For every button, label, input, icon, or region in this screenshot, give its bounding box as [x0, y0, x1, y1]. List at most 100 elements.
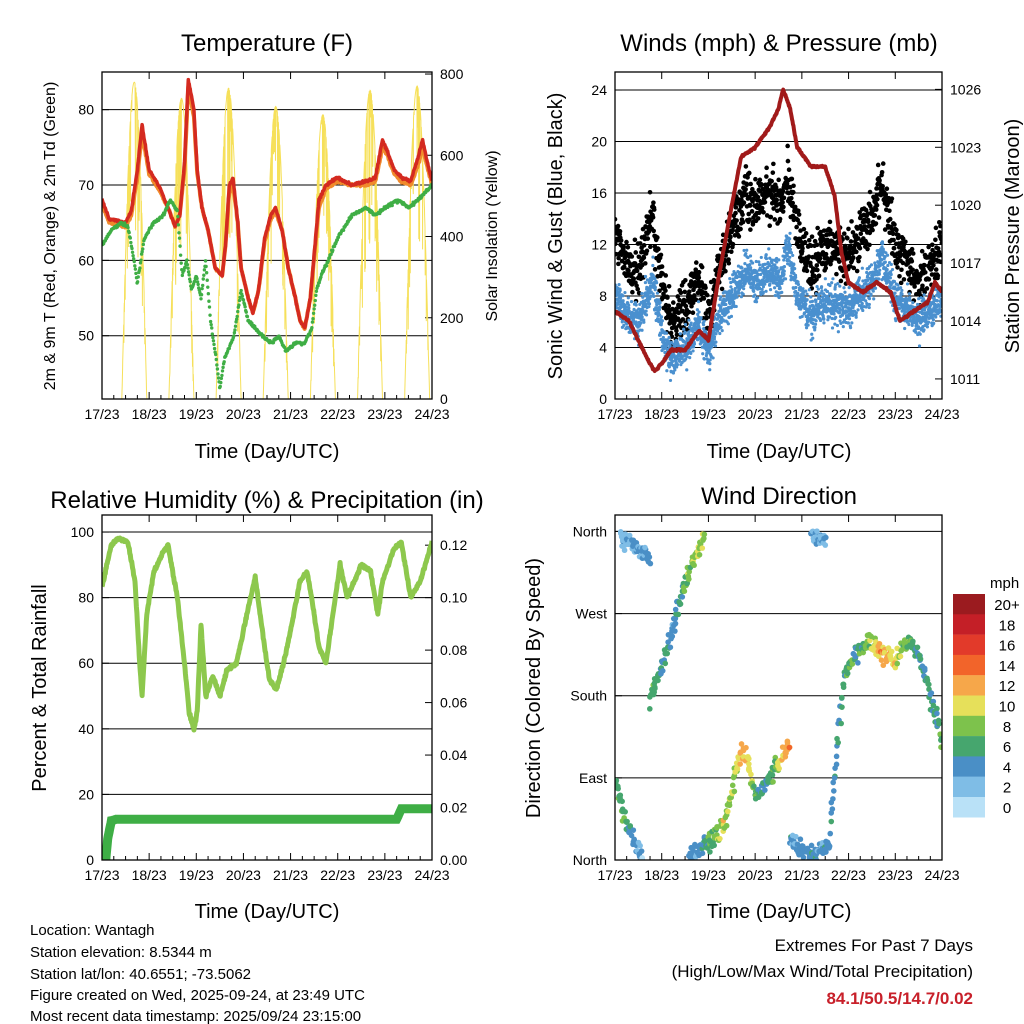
wind-speed-point: [658, 305, 662, 309]
wind-speed-point: [754, 259, 758, 264]
gust-point: [890, 231, 896, 237]
dewpoint-point: [205, 278, 209, 282]
direction-point: [880, 662, 887, 669]
gust-point: [641, 243, 647, 248]
gust-point: [938, 259, 942, 265]
gust-point: [674, 332, 680, 338]
wind-speed-point: [814, 292, 818, 296]
wind-speed-point: [867, 302, 871, 307]
wind-speed-point: [651, 263, 655, 268]
gust-point: [815, 267, 820, 273]
wind-speed-point: [668, 344, 672, 348]
gust-point: [646, 229, 652, 234]
wind-speed-point: [794, 285, 798, 290]
wind-speed-point: [857, 276, 862, 280]
wind-speed-point: [881, 247, 885, 251]
wind-speed-point: [810, 332, 814, 336]
wind-speed-point: [762, 275, 766, 280]
wind-speed-point: [675, 362, 680, 367]
gust-point: [726, 260, 732, 266]
wind-speed-point: [932, 321, 936, 325]
dewpoint-point: [131, 254, 135, 258]
wind-speed-point: [906, 304, 911, 308]
wind-speed-point: [675, 365, 679, 369]
gust-point: [808, 243, 814, 249]
wind-speed-point: [777, 269, 781, 273]
wind-speed-point: [643, 274, 648, 279]
gust-point: [699, 264, 705, 270]
gust-point: [755, 216, 761, 221]
wind-speed-point: [713, 328, 717, 332]
dewpoint-point: [141, 247, 145, 251]
wind-speed-point: [761, 290, 765, 294]
wind-speed-point: [634, 303, 638, 307]
wind-speed-point: [789, 251, 794, 255]
dewpoint-point: [234, 317, 239, 321]
wind-speed-point: [878, 261, 882, 265]
gust-point: [857, 254, 862, 260]
direction-point: [784, 739, 791, 746]
x-tick-label: 23/23: [878, 406, 913, 422]
gust-point: [690, 310, 696, 316]
gridlines: [615, 530, 942, 779]
wind-speed-point: [763, 282, 767, 286]
direction-point: [769, 772, 776, 778]
direction-point: [672, 620, 679, 627]
wind-speed-point: [711, 356, 715, 360]
gust-point: [731, 224, 736, 229]
wind-speed-point: [798, 285, 803, 289]
gust-point: [730, 241, 736, 247]
gust-point: [780, 188, 786, 194]
gust-point: [759, 182, 764, 188]
wind-speed-point: [729, 285, 733, 289]
gust-point: [734, 218, 739, 223]
gust-point: [920, 283, 925, 289]
gust-point: [747, 217, 752, 222]
gust-point: [887, 216, 893, 222]
gust-point: [656, 246, 661, 252]
wind-speed-point: [758, 263, 762, 267]
x-tick-label: 19/23: [179, 406, 214, 422]
gust-point: [617, 229, 623, 234]
gust-point: [922, 289, 928, 295]
wind-speed-point: [792, 262, 796, 267]
gust-point: [769, 178, 774, 184]
wind-speed-point: [809, 295, 813, 299]
wind-speed-point: [818, 318, 823, 323]
gust-point: [757, 177, 763, 183]
gust-point: [762, 199, 768, 205]
gust-point: [761, 209, 766, 215]
gust-point: [889, 196, 895, 201]
direction-point: [888, 648, 895, 655]
wind-speed-point: [867, 305, 871, 310]
gust-point: [817, 255, 823, 261]
gust-point: [636, 254, 642, 260]
gust-point: [894, 260, 900, 266]
plot-area: [615, 87, 942, 383]
direction-point: [814, 528, 820, 534]
wind-speed-point: [646, 299, 650, 303]
gust-point: [801, 226, 807, 232]
direction-point: [813, 857, 820, 860]
gust-point: [630, 289, 635, 295]
gust-point: [719, 286, 725, 292]
dewpoint-point: [216, 376, 221, 380]
wind-speed-point: [719, 325, 723, 329]
gust-point: [836, 259, 842, 264]
dewpoint-point: [216, 372, 220, 376]
wind-speed-point: [671, 359, 675, 363]
dewpoint-point: [316, 284, 320, 288]
wind-speed-point: [710, 345, 714, 349]
wind-speed-point: [726, 310, 730, 314]
y-right-tick-label: 0.02: [440, 800, 467, 816]
wind-speed-point: [648, 297, 652, 301]
gust-point: [899, 267, 904, 273]
dewpoint-point: [215, 363, 219, 367]
direction-point: [714, 832, 720, 838]
dewpoint-point: [176, 223, 181, 227]
wind-speed-point: [695, 338, 700, 342]
direction-point: [894, 660, 901, 667]
y-right-tick-label: 1014: [950, 313, 981, 329]
dewpoint-point: [130, 250, 135, 255]
wind-speed-point: [780, 281, 784, 286]
